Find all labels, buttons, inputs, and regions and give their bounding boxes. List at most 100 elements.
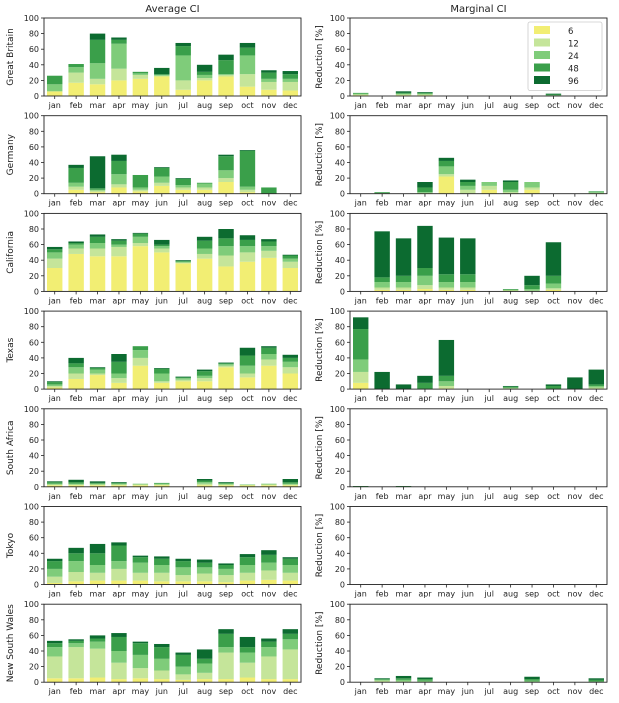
bar-texas-average-sep-48 [218,363,234,365]
bar-texas-average-apr-24 [111,373,127,379]
bar-california-average-jul-6 [175,263,191,292]
bar-new-south-wales-average-jan-48 [47,643,63,648]
bar-texas-average-mar-96 [89,367,106,369]
bar-new-south-wales-average-mar-12 [89,648,106,678]
bar-texas-marginal-mar-96 [395,384,412,390]
x-tick-label: aug [197,199,212,208]
bar-california-average-sep-24 [218,246,234,256]
bar-texas-average-jun-24 [154,373,170,382]
bar-south-africa-average-nov-24 [261,483,277,485]
y-tick-label: 0 [34,190,39,199]
bar-tokyo-average-dec-96 [282,557,298,559]
bar-california-average-aug-24 [196,248,213,254]
bar-germany-marginal-may-6 [438,176,455,194]
bar-new-south-wales-average-apr-12 [111,662,127,680]
bar-great-britain-average-dec-96 [282,71,298,75]
y-tick-label: 0 [34,678,39,687]
legend-label-96: 96 [568,77,579,87]
bar-texas-average-may-12 [132,357,149,366]
x-tick-label: nov [262,492,277,501]
bar-california-average-apr-96 [111,239,127,241]
bar-great-britain-marginal-apr-48 [417,92,433,94]
y-tick-label: 0 [340,287,345,296]
region-label-texas: Texas [6,337,16,363]
bar-great-britain-average-dec-48 [282,74,298,79]
x-tick-label: mar [396,101,413,110]
panel-frame-germany-average [43,115,302,195]
bar-great-britain-average-mar-12 [89,78,106,85]
y-tick-label: 20 [335,467,345,476]
bar-great-britain-marginal-jan-24 [353,93,369,95]
x-tick-label: jan [354,687,367,696]
bar-germany-average-jul-96 [175,178,191,179]
bar-germany-average-mar-96 [89,156,106,189]
bar-new-south-wales-average-apr-48 [111,636,127,651]
bar-south-africa-average-mar-12 [89,484,106,486]
bar-great-britain-average-oct-6 [239,86,256,96]
bar-great-britain-average-nov-48 [261,72,277,79]
bar-california-average-feb-12 [68,248,84,254]
bar-california-average-mar-12 [89,248,106,257]
x-tick-label: feb [70,101,83,110]
x-tick-label: mar [90,590,107,599]
bar-south-africa-average-apr-96 [111,482,127,483]
x-tick-label: dec [589,199,603,208]
bar-tokyo-average-jul-48 [175,561,191,568]
bar-california-average-aug-12 [196,253,213,259]
bar-texas-marginal-apr-96 [417,375,433,383]
bar-south-africa-average-may-24 [132,483,149,485]
bar-new-south-wales-average-dec-6 [282,679,298,683]
bar-germany-average-jul-12 [175,187,191,190]
panel-frame-south-africa-average [43,408,302,488]
bar-germany-marginal-jun-24 [460,185,476,190]
x-tick-label: feb [376,590,389,599]
bar-new-south-wales-average-jun-96 [154,643,170,648]
bar-south-africa-average-dec-96 [282,479,298,483]
panel-frame-new-south-wales-marginal [349,603,608,683]
bar-new-south-wales-average-jan-12 [47,656,63,679]
bar-great-britain-average-nov-6 [261,89,277,96]
y-tick-label: 100 [24,209,39,218]
bar-texas-average-jul-48 [175,377,191,379]
bar-great-britain-marginal-mar-24 [395,93,412,95]
bar-texas-average-jan-12 [47,385,63,388]
y-tick-label: 80 [335,225,345,234]
bar-great-britain-marginal-mar-48 [395,92,412,94]
bar-california-marginal-feb-12 [374,287,390,290]
bar-great-britain-average-feb-48 [68,64,84,68]
bar-texas-average-oct-24 [239,365,256,374]
bar-texas-average-feb-96 [68,357,84,364]
bar-germany-marginal-sep-6 [524,189,540,194]
bar-california-marginal-sep-96 [524,275,540,286]
bar-germany-marginal-apr-24 [417,192,433,193]
bar-new-south-wales-average-jun-24 [154,658,170,671]
bar-great-britain-average-jul-96 [175,42,191,47]
y-tick-label: 40 [29,354,39,363]
bar-california-marginal-aug-24 [502,289,519,291]
bar-great-britain-average-apr-6 [111,80,127,96]
bar-new-south-wales-average-nov-24 [261,647,277,657]
bar-germany-average-nov-48 [261,187,277,194]
bar-california-marginal-mar-12 [395,287,412,290]
bar-new-south-wales-marginal-mar-48 [395,678,412,680]
bar-south-africa-average-nov-12 [261,484,277,486]
bar-california-average-apr-48 [111,240,127,245]
bar-great-britain-average-jun-48 [154,74,170,75]
bar-new-south-wales-average-sep-24 [218,647,234,653]
bar-south-africa-average-apr-6 [111,485,127,487]
x-tick-label: feb [376,199,389,208]
bar-new-south-wales-marginal-sep-24 [524,680,540,683]
y-tick-label: 60 [335,338,345,347]
bar-great-britain-marginal-mar-96 [395,91,412,93]
bar-california-average-aug-6 [196,258,213,292]
bar-new-south-wales-average-jan-96 [47,640,63,644]
region-label-tokyo: Tokyo [6,532,16,559]
bar-germany-average-apr-96 [111,154,127,161]
bar-south-africa-average-sep-6 [218,485,234,487]
legend-label-24: 24 [568,52,579,62]
bar-great-britain-average-may-12 [132,74,149,79]
bar-great-britain-average-aug-6 [196,80,213,96]
bar-tokyo-average-mar-6 [89,580,106,585]
y-tick-label: 100 [330,405,345,414]
x-tick-label: dec [283,492,297,501]
